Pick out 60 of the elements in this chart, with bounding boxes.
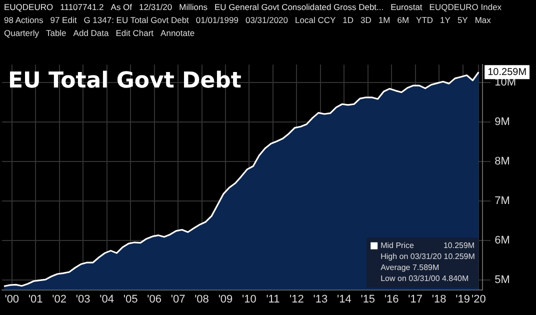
x-tick-label: '02 (52, 293, 67, 306)
x-tick-label: '04 (100, 293, 114, 306)
text: 11107741.2 (60, 2, 104, 12)
x-tick-label: '07 (170, 293, 186, 306)
x-tick-label: '05 (123, 293, 138, 306)
y-tick-label: 6M (494, 234, 510, 246)
x-tick-label: '14 (336, 293, 352, 306)
x-tick-label: '10 (242, 293, 256, 306)
text: EU General Govt Consolidated Gross Debt... (214, 2, 384, 12)
text: 01/01/1999 (196, 15, 238, 25)
annotation: Average 7.589M (380, 263, 440, 272)
x-tick-label: '18 (432, 293, 446, 306)
text: Quarterly (4, 28, 39, 38)
x-tick-label: '06 (147, 293, 162, 306)
text: Millions (179, 2, 208, 12)
text: 1Y (440, 15, 450, 25)
text: EUQDEURO Index (429, 2, 502, 12)
x-tick-label: '17 (408, 293, 423, 306)
chart-title: EU Total Govt Debt (8, 68, 242, 94)
text: As Of (110, 2, 132, 12)
text: 12/31/20 (139, 2, 172, 12)
x-tick-label: '19 (456, 293, 470, 306)
x-tick-label: '01 (28, 293, 43, 306)
text: 6M (397, 15, 410, 25)
text: G 1347: EU Total Govt Debt (84, 15, 189, 25)
x-tick-label: '09 (218, 293, 233, 306)
text: Add Data (73, 28, 109, 38)
text: 3D (360, 15, 372, 25)
y-tick-label: 9M (494, 116, 510, 128)
text: EUQDEURO (4, 2, 54, 12)
x-tick-label: '11 (266, 293, 280, 306)
text: 1M (378, 15, 390, 25)
text: 03/31/2020 (245, 15, 288, 25)
text: Annotate (160, 28, 195, 38)
y-tick-label: 8M (494, 155, 510, 168)
x-tick-label: '16 (384, 293, 399, 306)
data-label: 10.259M (488, 66, 527, 78)
y-tick-label: 5M (494, 274, 510, 286)
annotation: Low on 03/31/00 4.840M (380, 274, 470, 284)
x-tick-label: '08 (194, 293, 209, 306)
text: Table (46, 28, 66, 38)
text: Eurostat (390, 2, 422, 12)
text: Local CCY (295, 15, 336, 25)
x-tick-label: '12 (290, 293, 304, 306)
text: 10.259M (443, 241, 475, 250)
text: 97 Edit (50, 15, 77, 25)
text: 1D (342, 15, 354, 25)
x-tick-label: '15 (360, 293, 376, 306)
text: 98 Actions (4, 15, 44, 25)
text: 5Y (457, 15, 468, 25)
y-tick-label: 7M (494, 194, 510, 207)
annotation: High on 03/31/20 10.259M (380, 252, 476, 262)
x-tick-label: '00 (4, 293, 20, 306)
x-tick-label: '13 (313, 293, 328, 306)
text: Edit Chart (116, 28, 154, 38)
text: YTD (416, 15, 434, 25)
x-tick-label: '03 (76, 293, 90, 306)
text: Max (474, 15, 491, 25)
legend-label: Mid Price (380, 241, 414, 250)
x-tick-label: '20 (471, 293, 486, 306)
